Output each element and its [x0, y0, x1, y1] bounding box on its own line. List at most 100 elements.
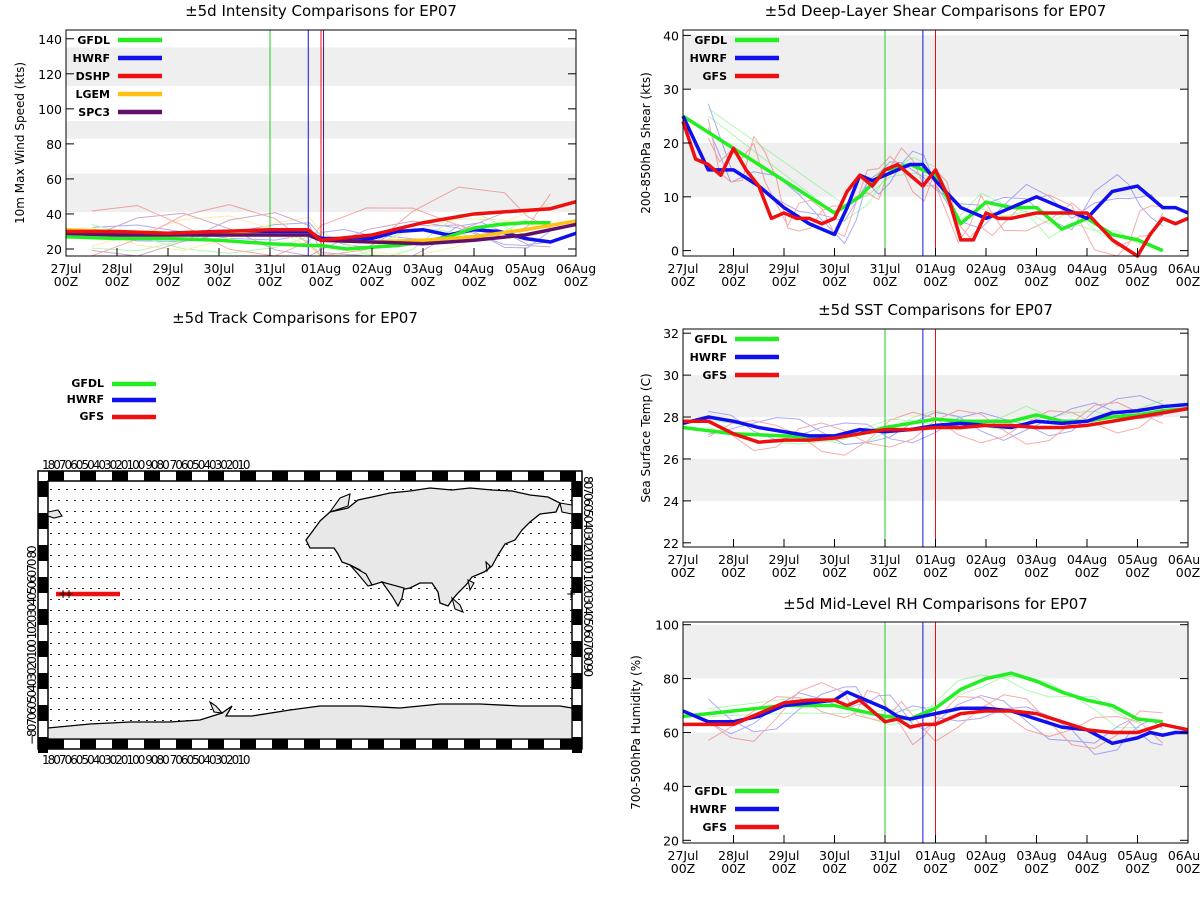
track-legend-hwrf: HWRF — [67, 393, 104, 406]
intensity-legend-dshp: DSHP — [76, 70, 110, 83]
map-border-block — [112, 739, 128, 749]
shear-guidance-hwrf — [707, 127, 1164, 245]
rh-ytick-label: 40 — [663, 779, 679, 794]
shear-panel: 01020304027Jul00Z28Jul00Z29Jul00Z30Jul00… — [639, 2, 1200, 289]
rh-series-gfdl — [682, 671, 1163, 724]
map-border-block — [572, 513, 582, 529]
map-border-block — [176, 739, 192, 749]
rh-xtick-date: 02Aug — [966, 848, 1006, 863]
map-border-block — [560, 471, 576, 481]
sst-xtick-time: 00Z — [822, 565, 846, 580]
shear-series-hwrf — [681, 115, 1189, 237]
shear-xtick-date: 06Aug — [1168, 261, 1200, 276]
shear-xtick-time: 00Z — [923, 274, 947, 289]
sst-xtick-date: 05Aug — [1117, 552, 1157, 567]
shear-title: ±5d Deep-Layer Shear Comparisons for EP0… — [765, 2, 1107, 20]
rh-xtick-date: 31Jul — [870, 848, 901, 863]
map-border-block — [38, 481, 48, 497]
intensity-ytick-label: 40 — [46, 207, 62, 222]
map-border-block — [432, 739, 448, 749]
map-border-block — [38, 705, 48, 721]
intensity-legend-hwrf: HWRF — [73, 52, 110, 65]
shear-ytick-label: 0 — [671, 244, 679, 259]
map-border-block — [208, 471, 224, 481]
intensity-xtick-time: 00Z — [564, 274, 588, 289]
sst-panel: 22242628303227Jul00Z28Jul00Z29Jul00Z30Ju… — [639, 301, 1200, 580]
map-border-block — [112, 471, 128, 481]
sst-xtick-time: 00Z — [1075, 565, 1099, 580]
sst-xtick-time: 00Z — [974, 565, 998, 580]
rh-ylabel: 700-500hPa Humidity (%) — [629, 655, 643, 810]
map-border-block — [572, 737, 582, 753]
map-border-block — [38, 577, 48, 593]
shear-xtick-date: 01Aug — [915, 261, 955, 276]
map-border-block — [38, 737, 48, 753]
rh-legend-gfdl: GFDL — [694, 785, 727, 798]
sst-xtick-date: 02Aug — [966, 552, 1006, 567]
map-border-block — [272, 471, 288, 481]
sst-ytick-label: 22 — [663, 536, 679, 551]
sst-xtick-time: 00Z — [1176, 565, 1200, 580]
sst-xtick-date: 03Aug — [1016, 552, 1056, 567]
track-gfdl-marker: + — [64, 587, 74, 601]
intensity-guidance-lgem — [91, 215, 551, 257]
shear-legend-gfs: GFS — [703, 70, 728, 83]
map-border-block — [336, 471, 352, 481]
sst-xtick-date: 01Aug — [915, 552, 955, 567]
map-border-block — [38, 513, 48, 529]
track-legend-gfs: GFS — [80, 410, 105, 423]
shear-xtick-time: 00Z — [1024, 274, 1048, 289]
intensity-ytick-label: 20 — [46, 242, 62, 257]
rh-ytick-label: 60 — [663, 726, 679, 741]
rh-ytick-label: 20 — [663, 833, 679, 848]
alaska-shape — [48, 509, 63, 519]
rh-xtick-time: 00Z — [873, 861, 897, 876]
map-border-block — [240, 739, 256, 749]
track-hwrf-wrap-marker: + — [566, 587, 576, 601]
track-title: ±5d Track Comparisons for EP07 — [172, 309, 418, 327]
sst-xtick-date: 28Jul — [718, 552, 749, 567]
map-border-block — [48, 739, 64, 749]
map-lat-labels-left: −80706050403020100 10203040506070 80 — [25, 546, 39, 745]
sst-xtick-time: 00Z — [671, 565, 695, 580]
rh-guidance-gfs — [707, 682, 1163, 750]
rh-xtick-time: 00Z — [974, 861, 998, 876]
intensity-ytick-label: 140 — [38, 32, 62, 47]
intensity-xtick-date: 02Aug — [352, 261, 392, 276]
map-border-block — [432, 471, 448, 481]
intensity-ytick-label: 60 — [46, 172, 62, 187]
shear-xtick-time: 00Z — [1125, 274, 1149, 289]
map-border-block — [572, 641, 582, 657]
intensity-xtick-time: 00Z — [513, 274, 537, 289]
arabia-shape — [349, 564, 373, 587]
sst-series-hwrf — [682, 402, 1189, 438]
map-border-block — [80, 739, 96, 749]
map-border-block — [38, 609, 48, 625]
map-border-block — [572, 609, 582, 625]
sst-xtick-time: 00Z — [1024, 565, 1048, 580]
shear-xtick-date: 28Jul — [718, 261, 749, 276]
antarctica-shape — [48, 703, 572, 739]
shear-guidance-gfdl — [707, 108, 1141, 246]
intensity-xtick-time: 00Z — [360, 274, 384, 289]
shear-xtick-time: 00Z — [974, 274, 998, 289]
shear-xtick-date: 27Jul — [668, 261, 699, 276]
map-border-block — [368, 739, 384, 749]
track-hwrf-marker: + — [58, 587, 68, 601]
map-border-block — [496, 739, 512, 749]
map-border-block — [304, 471, 320, 481]
map-border-block — [496, 471, 512, 481]
intensity-legend-gfdl: GFDL — [77, 34, 110, 47]
rh-ytick-label: 100 — [655, 618, 679, 633]
map-border-block — [272, 739, 288, 749]
intensity-title: ±5d Intensity Comparisons for EP07 — [185, 2, 457, 20]
shear-ylabel: 200-850hPa Shear (kts) — [639, 72, 653, 214]
rh-xtick-time: 00Z — [923, 861, 947, 876]
map-border-block — [400, 739, 416, 749]
shear-legend-gfdl: GFDL — [694, 34, 727, 47]
track-panel: ±5d Track Comparisons for EP07 GFDL HWRF… — [25, 309, 595, 767]
map-border-block — [144, 471, 160, 481]
sst-xtick-date: 04Aug — [1067, 552, 1107, 567]
rh-xtick-time: 00Z — [1075, 861, 1099, 876]
